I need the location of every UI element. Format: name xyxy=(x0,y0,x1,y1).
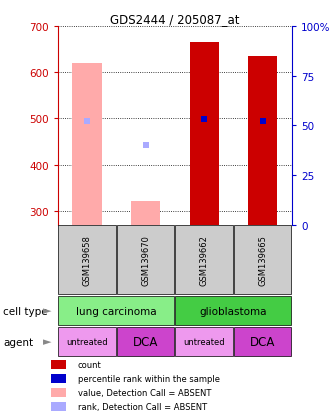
Text: lung carcinoma: lung carcinoma xyxy=(76,306,157,316)
Bar xyxy=(51,360,66,369)
Bar xyxy=(51,374,66,383)
Text: GSM139670: GSM139670 xyxy=(141,235,150,285)
Bar xyxy=(176,327,233,356)
Bar xyxy=(176,226,233,294)
Bar xyxy=(58,226,116,294)
Text: GSM139658: GSM139658 xyxy=(82,235,91,285)
Bar xyxy=(234,226,291,294)
Bar xyxy=(58,327,116,356)
Text: cell type: cell type xyxy=(3,306,48,316)
Text: untreated: untreated xyxy=(183,337,225,346)
Text: untreated: untreated xyxy=(66,337,108,346)
Text: rank, Detection Call = ABSENT: rank, Detection Call = ABSENT xyxy=(78,402,207,411)
Bar xyxy=(131,201,160,225)
Bar xyxy=(51,388,66,397)
Bar xyxy=(51,402,66,411)
Bar xyxy=(58,296,174,325)
Text: DCA: DCA xyxy=(133,335,158,348)
Text: GSM139665: GSM139665 xyxy=(258,235,267,285)
Bar xyxy=(72,64,102,225)
Bar xyxy=(176,296,291,325)
Text: ►: ► xyxy=(43,337,51,347)
Text: percentile rank within the sample: percentile rank within the sample xyxy=(78,374,220,383)
Text: agent: agent xyxy=(3,337,33,347)
Bar xyxy=(117,327,174,356)
Text: ►: ► xyxy=(43,306,51,316)
Bar xyxy=(189,43,219,225)
Bar xyxy=(117,226,174,294)
Title: GDS2444 / 205087_at: GDS2444 / 205087_at xyxy=(110,13,240,26)
Bar xyxy=(234,327,291,356)
Text: value, Detection Call = ABSENT: value, Detection Call = ABSENT xyxy=(78,388,211,397)
Text: count: count xyxy=(78,360,101,369)
Text: glioblastoma: glioblastoma xyxy=(200,306,267,316)
Bar xyxy=(248,57,278,225)
Text: DCA: DCA xyxy=(250,335,276,348)
Text: GSM139662: GSM139662 xyxy=(200,235,209,285)
